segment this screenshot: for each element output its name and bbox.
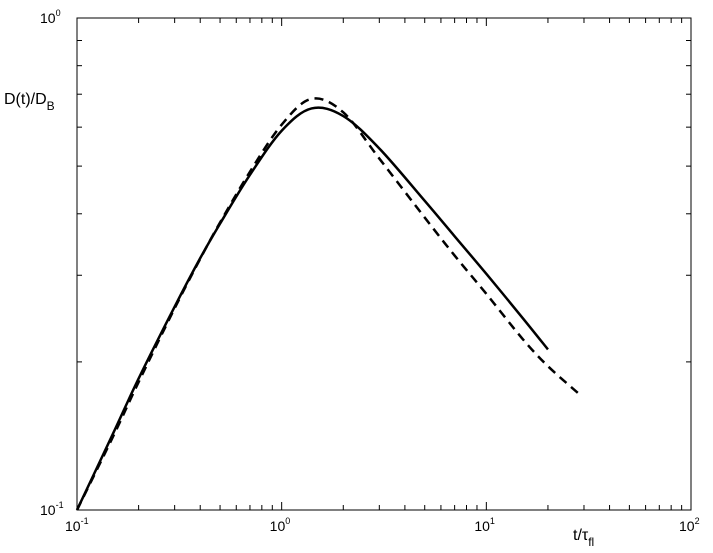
x-tick-label-base: 10 [270, 518, 286, 534]
x-axis-label-base: t/ [573, 527, 582, 544]
x-axis-label-sub: fl [588, 535, 594, 549]
x-tick-label: 101 [474, 516, 495, 534]
y-tick-label-base: 10 [40, 10, 56, 26]
y-tick-label-base: 10 [40, 502, 56, 518]
y-axis-label-base: D(t)/D [4, 91, 47, 108]
axis-ticks [76, 18, 692, 511]
series-dashed-line [75, 97, 579, 511]
x-tick-label: 102 [679, 516, 700, 534]
y-tick-label: 100 [40, 8, 61, 26]
x-tick-label: 10-1 [65, 516, 89, 534]
x-tick-label-exp: 1 [490, 516, 495, 526]
x-tick-label: 100 [270, 516, 291, 534]
x-tick-label-exp: -1 [81, 516, 89, 526]
x-tick-label-base: 10 [679, 518, 695, 534]
x-tick-label-exp: 0 [285, 516, 290, 526]
x-tick-label-base: 10 [474, 518, 490, 534]
y-tick-label-exp: -1 [56, 500, 64, 510]
series-group [75, 97, 579, 511]
series-solid-line [75, 106, 549, 511]
plot-frame [76, 17, 692, 511]
y-tick-label-exp: 0 [56, 8, 61, 18]
x-tick-label-exp: 2 [695, 516, 700, 526]
x-tick-label-base: 10 [65, 518, 81, 534]
y-tick-label: 10-1 [40, 500, 64, 518]
y-axis-label: D(t)/DB [4, 91, 55, 113]
x-axis-label-greek: τ [582, 527, 589, 544]
y-axis-label-sub: B [47, 99, 55, 113]
x-axis-label: t/τfl [573, 527, 594, 549]
